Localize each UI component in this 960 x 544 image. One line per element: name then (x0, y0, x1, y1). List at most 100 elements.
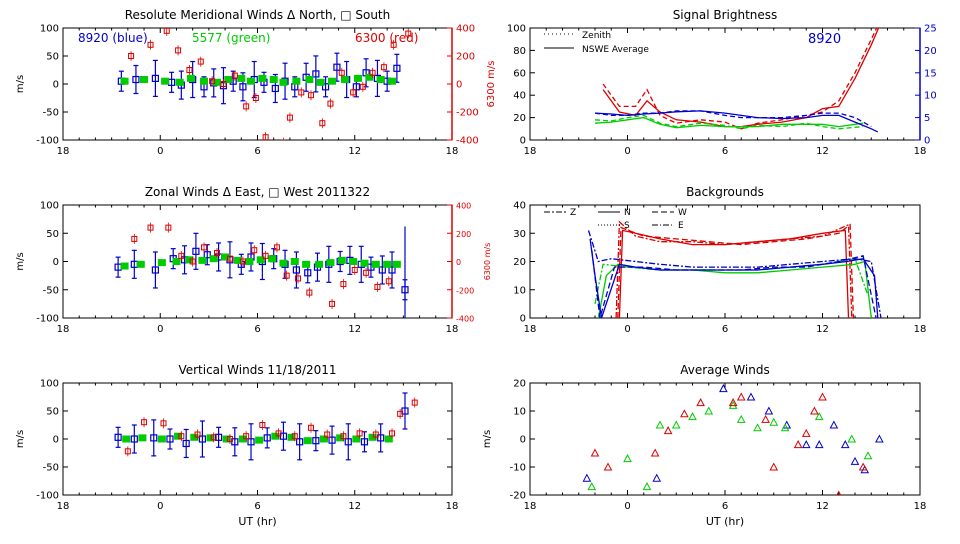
average-point-blue (850, 456, 860, 465)
zonal-point-blue (378, 266, 386, 274)
brightness-series-green-line (594, 114, 864, 130)
zonal-point-red (318, 321, 323, 326)
legend-blue: 8920 (blue) (78, 31, 148, 45)
vertical-point-green (157, 435, 166, 443)
average-xtick-label: 12 (816, 501, 829, 512)
backgrounds-plot-frame (529, 204, 921, 319)
vertical-point-green (352, 435, 361, 443)
zonal-point-green (392, 260, 401, 268)
vertical-xtick-label: 18 (446, 501, 459, 512)
backgrounds-xtick-label: 12 (816, 324, 829, 335)
zonal-point-green (337, 256, 346, 264)
vertical-xtick-label: 6 (254, 501, 260, 512)
vertical-point-green (122, 435, 131, 443)
meridional-point-blue (151, 74, 159, 83)
zonal-point-blue (192, 247, 200, 255)
zonal-ytick-label: -50 (43, 285, 59, 296)
meridional-point-red (271, 166, 276, 171)
average-ytick-label: -10 (510, 463, 526, 474)
average-point-green (814, 412, 824, 421)
average-point-blue (840, 440, 850, 449)
vertical-point-green (287, 433, 296, 441)
average-point-green (780, 423, 790, 432)
average-title: Average Winds (680, 363, 770, 377)
zonal-point-green (198, 256, 207, 264)
zonal-point-blue (304, 269, 312, 277)
vertical-ytick-label: -50 (43, 463, 59, 474)
vertical-point-blue (215, 433, 223, 441)
average-point-green (847, 434, 857, 443)
vertical-point-blue (328, 436, 336, 444)
zonal-ytick-label: 100 (40, 201, 59, 212)
backgrounds-ytick-label: 0 (520, 314, 526, 325)
vertical-point-green (138, 434, 147, 442)
average-point-red (590, 448, 600, 457)
zonal-plot-area (114, 222, 409, 326)
vertical-xtick-label: 18 (57, 501, 70, 512)
vertical-ytick-label: -100 (36, 491, 59, 502)
average-point-green (655, 420, 665, 429)
zonal-point-green (185, 256, 194, 264)
average-point-green (863, 451, 873, 460)
meridional-point-blue (132, 75, 140, 84)
brightness-ytick-label: 0 (520, 136, 526, 147)
meridional-point-green (237, 74, 246, 82)
vertical-ytick-label: 100 (40, 379, 59, 390)
zonal-point-green (120, 262, 129, 270)
meridional-title: Resolute Meridional Winds Δ North, □ Sou… (125, 8, 391, 22)
average-point-green (671, 420, 681, 429)
zonal-xtick-label: 18 (57, 324, 70, 335)
meridional-ytick-label: 50 (46, 52, 59, 63)
vertical-point-blue (247, 438, 255, 446)
brightness-y2tick-label: 5 (924, 113, 930, 124)
average-point-green (736, 414, 746, 423)
legend-green: 5577 (green) (192, 31, 270, 45)
zonal-point-green (136, 260, 145, 268)
vertical-point-blue (130, 435, 138, 443)
meridional-panel: Resolute Meridional Winds Δ North, □ Sou… (15, 8, 497, 171)
zonal-point-green (221, 253, 230, 261)
meridional-point-green (388, 77, 397, 85)
average-point-green (769, 417, 779, 426)
zonal-point-green (315, 260, 324, 268)
zonal-point-blue (203, 251, 211, 259)
brightness-xtick-label: 0 (624, 146, 630, 157)
vertical-point-green (384, 435, 393, 443)
vertical-title: Vertical Winds 11/18/2011 (178, 363, 336, 377)
zonal-point-green (349, 258, 358, 265)
meridional-point-green (140, 76, 149, 84)
legend-label-dotted: Zenith (582, 31, 611, 41)
average-point-green (704, 406, 714, 415)
average-point-red (810, 406, 819, 415)
vertical-point-blue (166, 435, 174, 443)
meridional-y2tick-label: -200 (456, 108, 479, 119)
average-ytick-label: 10 (513, 407, 526, 418)
legend-label-W: W (678, 208, 687, 218)
brightness-xtick-label: 18 (914, 146, 927, 157)
meridional-point-green (224, 76, 233, 84)
vertical-point-blue (377, 434, 385, 442)
average-point-green (688, 412, 697, 421)
meridional-plot-area (117, 28, 412, 171)
brightness-xtick-label: 6 (722, 146, 728, 157)
meridional-point-green (305, 76, 314, 84)
zonal-y2tick-label: -200 (456, 286, 474, 295)
meridional-point-green (316, 78, 325, 86)
average-point-green (642, 482, 652, 491)
brightness-y2tick-label: 15 (924, 68, 937, 79)
meridional-ytick-label: 0 (53, 80, 59, 91)
zonal-point-blue (151, 266, 159, 274)
meridional-ytick-label: -100 (36, 136, 59, 147)
backgrounds-xtick-label: 6 (722, 324, 728, 335)
zonal-point-green (172, 258, 181, 265)
average-point-green (753, 423, 762, 432)
brightness-ytick-label: 80 (513, 46, 526, 57)
meridional-point-blue (321, 83, 330, 91)
brightness-y2tick-label: 10 (924, 91, 937, 102)
meridional-xtick-label: 18 (446, 146, 459, 157)
meridional-point-blue (393, 64, 401, 72)
